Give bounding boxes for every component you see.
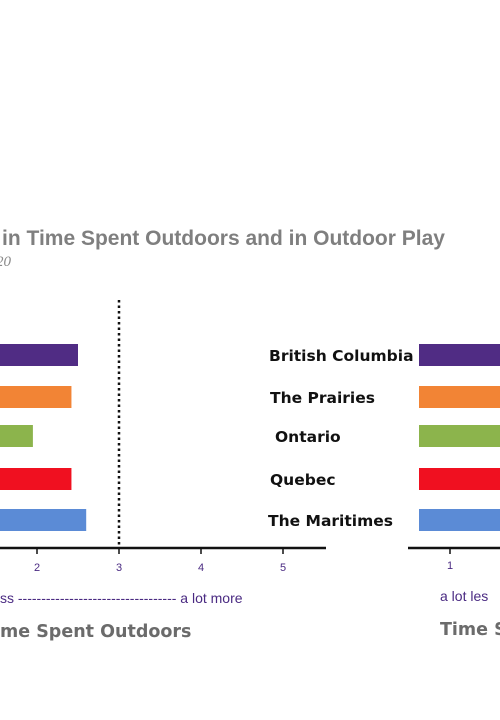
left-bar-the-prairies [0, 386, 72, 408]
left-tick-label-2: 2 [34, 562, 40, 574]
left-tick-label-3: 3 [116, 562, 122, 574]
right-bar-the-maritimes [419, 509, 500, 531]
left-tick-label-5: 5 [280, 562, 286, 574]
right-scale-label: a lot les [440, 588, 488, 604]
left-bar-the-maritimes [0, 509, 87, 531]
right-bar-british-columbia [419, 344, 500, 366]
category-label-quebec: Quebec [270, 471, 336, 489]
left-scale-label: ss ---------------------------------- a … [0, 590, 243, 606]
category-label-british-columbia: British Columbia [269, 347, 414, 365]
right-bar-the-prairies [419, 386, 500, 408]
chart-subtitle: 20 [0, 254, 11, 270]
right-tick-label-1: 1 [447, 560, 453, 572]
right-panel: British Columbia The Prairies Ontario Quebe… [268, 344, 500, 640]
category-label-the-maritimes: The Maritimes [268, 512, 393, 530]
left-bar-ontario [0, 425, 33, 447]
left-axis-title: me Spent Outdoors [0, 622, 191, 642]
category-label-ontario: Ontario [275, 428, 341, 446]
right-bar-ontario [419, 425, 500, 447]
right-axis-title: Time S [440, 620, 500, 640]
chart-title: in Time Spent Outdoors and in Outdoor Pl… [2, 227, 445, 250]
left-bar-british-columbia [0, 344, 78, 366]
left-panel: 2 3 4 5 ss --------------------------------… [0, 300, 326, 642]
left-bar-quebec [0, 468, 72, 490]
category-label-the-prairies: The Prairies [270, 389, 375, 407]
left-tick-label-4: 4 [198, 562, 204, 574]
right-bar-quebec [419, 468, 500, 490]
